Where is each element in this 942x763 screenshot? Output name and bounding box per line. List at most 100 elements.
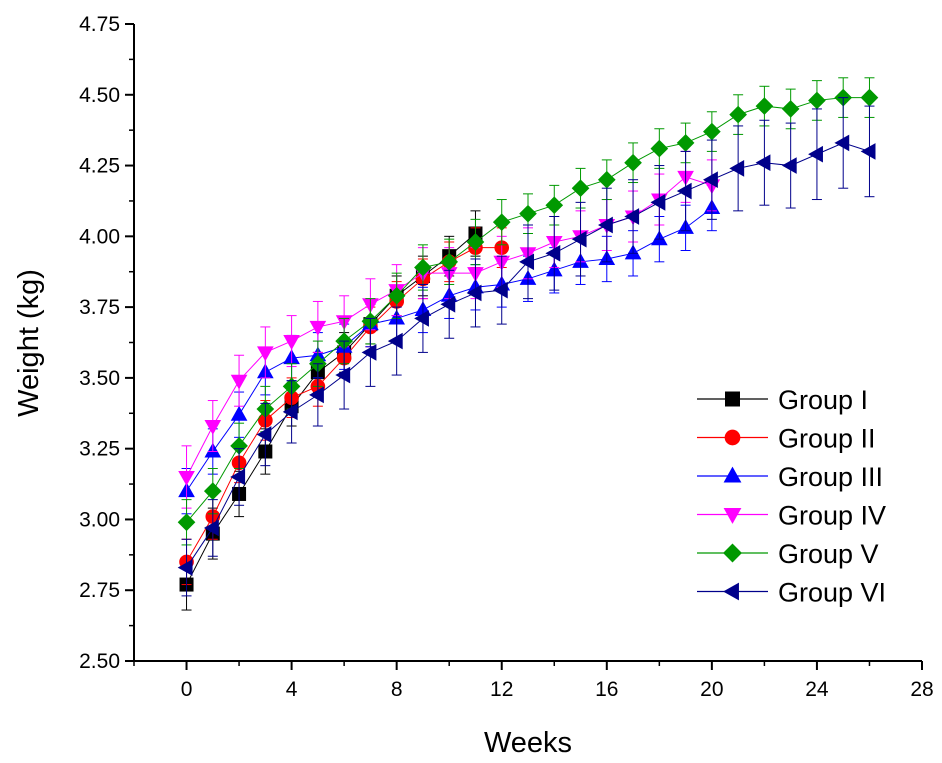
- data-point: [624, 208, 640, 225]
- data-point: [755, 154, 771, 172]
- data-point: [650, 139, 669, 158]
- data-point: [204, 419, 222, 435]
- data-point: [519, 253, 535, 271]
- data-point: [309, 320, 327, 336]
- legend-marker: [723, 543, 742, 563]
- data-point: [650, 194, 666, 211]
- data-point: [808, 145, 823, 163]
- legend-entry: Group VI: [697, 578, 886, 608]
- x-tick-label: 28: [910, 678, 933, 701]
- data-point: [571, 179, 590, 198]
- data-point: [440, 295, 456, 313]
- legend-entry: Group V: [697, 539, 879, 569]
- y-tick-label: 4.25: [79, 155, 120, 178]
- data-point: [230, 468, 246, 486]
- data-point: [703, 171, 718, 189]
- legend-marker: [723, 466, 742, 483]
- data-point: [230, 405, 248, 421]
- x-tick-label: 4: [286, 678, 298, 701]
- data-point: [545, 196, 564, 215]
- y-tick-label: 3.75: [79, 296, 120, 319]
- data-point: [492, 213, 511, 232]
- data-point: [283, 335, 300, 350]
- y-tick-label: 3.50: [79, 367, 120, 390]
- data-point: [571, 230, 587, 248]
- data-point: [309, 386, 324, 404]
- data-point: [860, 143, 876, 160]
- data-point: [282, 403, 298, 421]
- x-tick-label: 8: [391, 678, 403, 701]
- data-point: [781, 100, 800, 118]
- legend-label: Group IV: [778, 501, 886, 531]
- data-point: [466, 284, 482, 302]
- legend-marker: [723, 508, 742, 524]
- data-point: [860, 88, 879, 107]
- legend-marker: [724, 429, 741, 446]
- y-tick-label: 3.00: [79, 508, 120, 531]
- legend-label: Group II: [778, 424, 876, 454]
- data-point: [414, 310, 429, 327]
- data-point: [178, 470, 195, 486]
- data-point: [414, 258, 432, 277]
- x-tick-label: 12: [490, 678, 513, 701]
- legend-marker: [723, 582, 739, 601]
- y-tick-label: 2.75: [79, 579, 120, 602]
- ticks-layer: 2.50 2.75 3.00 3.25 3.50 3.75 4.00 4.25 4.50 4.75…: [79, 13, 934, 701]
- data-point: [361, 344, 377, 361]
- data-point: [808, 91, 826, 110]
- data-point: [729, 160, 745, 177]
- data-point: [703, 122, 721, 141]
- y-tick-label: 4.75: [79, 13, 120, 36]
- legend-entry: Group III: [697, 462, 883, 492]
- data-point: [177, 513, 196, 532]
- data-point: [387, 286, 406, 305]
- x-tick-label: 20: [700, 678, 723, 701]
- data-point: [203, 519, 219, 537]
- y-tick-label: 2.50: [79, 650, 120, 673]
- y-tick-label: 3.25: [79, 438, 120, 461]
- data-point: [257, 346, 274, 362]
- data-point: [230, 374, 248, 390]
- data-point: [755, 97, 774, 115]
- series-layer: [177, 77, 879, 611]
- data-point: [335, 366, 351, 384]
- data-point: [387, 332, 403, 350]
- x-tick-label: 0: [181, 678, 193, 701]
- legend-entry: Group I: [697, 385, 868, 415]
- data-point: [545, 244, 561, 262]
- data-point: [492, 281, 508, 299]
- series-5: [177, 77, 879, 546]
- y-tick-label: 4.00: [79, 225, 120, 248]
- legend-label: Group V: [778, 539, 879, 569]
- data-point: [597, 216, 613, 234]
- data-point: [256, 426, 272, 443]
- x-tick-label: 16: [595, 678, 618, 701]
- legend-entry: Group II: [697, 424, 876, 454]
- data-point: [203, 482, 222, 500]
- data-point: [676, 134, 695, 152]
- legend-label: Group VI: [778, 578, 886, 608]
- legend-label: Group III: [778, 462, 883, 492]
- data-point: [729, 105, 747, 124]
- legend: Group I Group II Group III Group IV Group V G…: [697, 385, 886, 608]
- data-point: [781, 157, 797, 174]
- legend-entry: Group IV: [697, 501, 886, 531]
- series-line: [186, 233, 476, 585]
- data-point: [676, 182, 692, 200]
- y-tick-label: 4.50: [79, 84, 120, 107]
- x-tick-label: 24: [805, 678, 829, 701]
- y-axis-title: Weight (kg): [13, 269, 45, 417]
- data-point: [597, 170, 616, 189]
- data-point: [177, 559, 193, 576]
- data-point: [834, 134, 850, 152]
- data-point: [624, 153, 642, 172]
- legend-marker: [725, 391, 740, 407]
- legend-label: Group I: [778, 385, 868, 415]
- data-point: [519, 204, 537, 223]
- x-axis-title: Weeks: [484, 727, 572, 759]
- data-point: [466, 233, 485, 251]
- series-6: [177, 97, 876, 597]
- series-1: [179, 210, 483, 611]
